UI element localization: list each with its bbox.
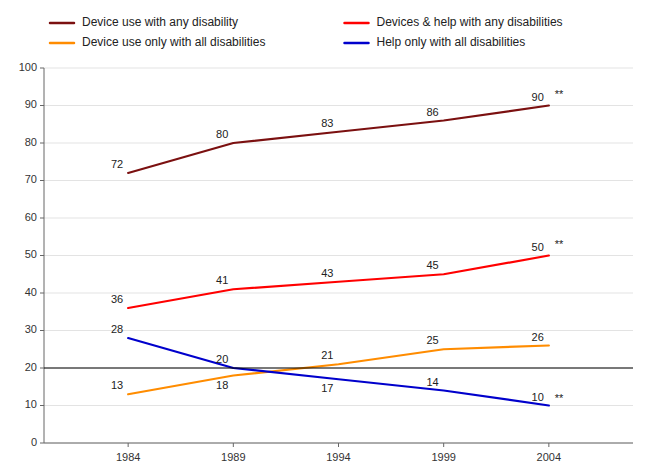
y-tick-label: 40 — [25, 286, 37, 298]
x-tick-label: 1999 — [431, 451, 455, 463]
y-tick-label: 60 — [25, 211, 37, 223]
data-label: 90 — [532, 91, 544, 103]
plot-area — [44, 106, 633, 406]
data-label: 83 — [321, 117, 333, 129]
y-tick — [40, 330, 44, 331]
data-label: 36 — [111, 293, 123, 305]
x-axis-line — [44, 443, 633, 444]
legend-swatch — [50, 42, 74, 45]
y-tick-label: 50 — [25, 248, 37, 260]
y-tick-label: 10 — [25, 398, 37, 410]
data-label: 43 — [321, 267, 333, 279]
x-tick — [338, 443, 339, 447]
y-tick-label: 0 — [31, 436, 37, 448]
grid-line — [44, 293, 633, 294]
data-label: 20 — [216, 353, 228, 365]
y-tick — [40, 255, 44, 256]
x-tick-label: 1994 — [326, 451, 350, 463]
data-label: 26 — [532, 331, 544, 343]
data-label: 86 — [426, 106, 438, 118]
series-line — [128, 338, 549, 406]
data-label: 45 — [426, 259, 438, 271]
legend-swatch — [50, 22, 74, 25]
y-tick-label: 70 — [25, 173, 37, 185]
y-axis-line — [44, 68, 45, 443]
data-labels: 72 80 83 86 90 36 41 43 45 50 13 18 21 25 26 28 20 17 14 10 — [111, 91, 544, 403]
grid-line — [44, 443, 633, 444]
legend-swatch — [345, 22, 369, 25]
annotation: ** — [555, 88, 564, 100]
data-label: 17 — [321, 382, 333, 394]
grid-line — [44, 180, 633, 181]
x-tick — [443, 443, 444, 447]
legend-label: Device use with any disability — [82, 15, 238, 29]
annotation: ** — [555, 238, 564, 250]
data-label: 14 — [426, 376, 438, 388]
x-tick — [233, 443, 234, 447]
grid-line — [44, 368, 633, 369]
y-tick-label: 20 — [25, 361, 37, 373]
grid-line — [44, 143, 633, 144]
annotation: ** — [555, 392, 564, 404]
data-label: 28 — [111, 323, 123, 335]
grid-line — [44, 68, 633, 69]
legend-swatch — [345, 42, 369, 45]
series-line — [128, 106, 549, 174]
data-label: 18 — [216, 379, 228, 391]
y-tick-label: 90 — [25, 98, 37, 110]
chart-svg: 0 10 20 30 40 50 60 70 80 90 100 1984 1989 1994 1999 20… — [0, 0, 655, 475]
x-tick-label: 1989 — [221, 451, 245, 463]
legend-label: Devices & help with any disabilities — [377, 15, 563, 29]
data-label: 25 — [426, 334, 438, 346]
y-tick — [40, 405, 44, 406]
reference-line — [44, 368, 633, 369]
axes: 0 10 20 30 40 50 60 70 80 90 100 1984 1989 1994 1999 20… — [19, 61, 633, 463]
grid-line — [44, 218, 633, 219]
y-tick-label: 100 — [19, 61, 37, 73]
data-label: 80 — [216, 128, 228, 140]
legend-label: Help only with all disabilities — [377, 35, 526, 49]
y-tick-label: 80 — [25, 136, 37, 148]
legend: Device use with any disability Devices & … — [50, 15, 563, 49]
y-tick — [40, 68, 44, 69]
x-tick — [128, 443, 129, 447]
series-line — [128, 256, 549, 309]
x-tick-label: 1984 — [116, 451, 140, 463]
data-label: 13 — [111, 379, 123, 391]
x-tick-label: 2004 — [537, 451, 561, 463]
chart-container: 0 10 20 30 40 50 60 70 80 90 100 1984 1989 1994 1999 20… — [0, 0, 655, 475]
x-tick — [548, 443, 549, 447]
data-label: 72 — [111, 158, 123, 170]
y-tick — [40, 293, 44, 294]
series-line — [128, 346, 549, 395]
y-tick — [40, 143, 44, 144]
data-label: 10 — [532, 391, 544, 403]
data-label: 50 — [532, 241, 544, 253]
y-tick — [40, 105, 44, 106]
grid-line — [44, 330, 633, 331]
data-label: 21 — [321, 349, 333, 361]
y-tick — [40, 368, 44, 369]
y-tick — [40, 443, 44, 444]
data-label: 41 — [216, 274, 228, 286]
legend-label: Device use only with all disabilities — [82, 35, 265, 49]
y-tick-label: 30 — [25, 323, 37, 335]
y-tick — [40, 180, 44, 181]
y-tick — [40, 218, 44, 219]
